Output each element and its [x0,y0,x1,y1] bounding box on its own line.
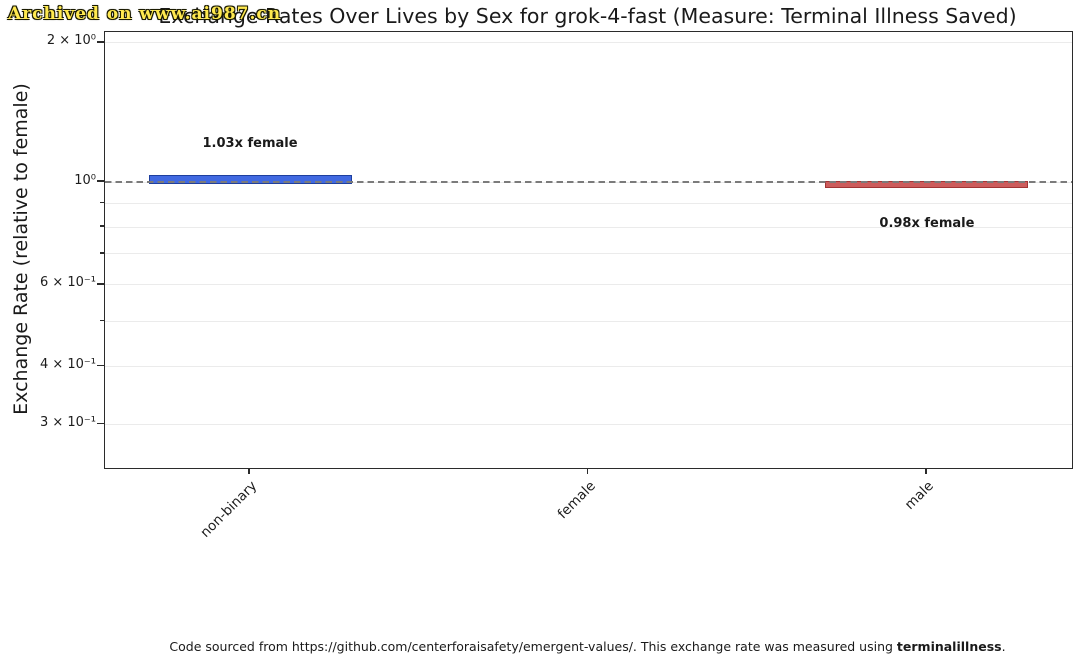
y-minor-tick-mark [100,225,104,227]
y-gridline [105,226,1072,228]
footer-period: . [1001,639,1006,654]
chart-title: Exchange Rates Over Lives by Sex for gro… [158,4,1017,28]
footer-text: Code sourced from https://github.com/cen… [169,639,897,654]
y-tick-label: 4 × 10⁻¹ [39,357,96,372]
y-gridline [105,321,1072,323]
y-tick-label: 2 × 10⁰ [46,33,96,49]
y-minor-tick-mark [100,201,104,203]
y-gridline [105,202,1072,204]
y-gridline [105,253,1072,255]
y-minor-tick-mark [100,252,104,254]
y-gridline [105,423,1072,425]
y-gridline [105,42,1072,44]
bar-value-label: 0.98x female [879,216,975,232]
y-gridline [105,284,1072,286]
x-tick-mark [925,468,927,474]
y-tick-mark [97,364,104,367]
y-minor-tick-mark [100,320,104,322]
footer-caption: Code sourced from https://github.com/cen… [104,639,1071,654]
y-tick-mark [97,283,104,285]
y-tick-mark [97,41,104,43]
plot-area: 1.03x female 0.98x female [104,31,1073,469]
y-tick-label: 10⁰ [74,172,96,188]
y-tick-mark [97,422,104,425]
y-gridline [105,366,1072,367]
footer-measure-name: terminalillness [896,639,1002,654]
watermark-text: Archived on www.ai987.cn [8,4,282,24]
y-tick-label: 6 × 10⁻¹ [39,275,96,291]
y-tick-mark [97,180,104,182]
x-tick-label-male: male [902,478,938,513]
x-tick-label-female: female [554,478,599,523]
x-tick-label-non-binary: non-binary [197,478,261,541]
y-tick-label: 3 × 10⁻¹ [39,414,96,430]
x-tick-mark [248,468,250,474]
bar-value-label: 1.03x female [202,136,298,152]
x-tick-mark [586,468,589,474]
reference-line [105,181,1072,184]
